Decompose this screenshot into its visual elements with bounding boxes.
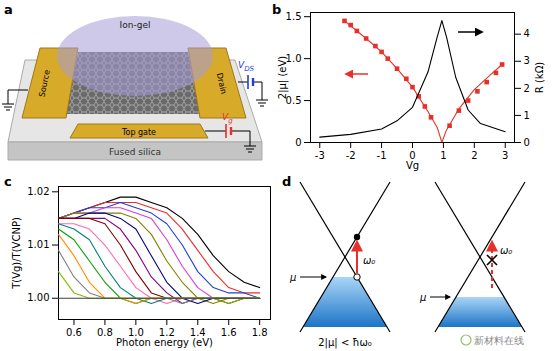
svg-text:Drain: Drain <box>215 72 228 95</box>
svg-text:1: 1 <box>524 110 530 121</box>
svg-text:1.4: 1.4 <box>189 326 206 338</box>
svg-text:R (kΩ): R (kΩ) <box>534 62 545 93</box>
svg-text:VDS: VDS <box>238 60 255 73</box>
svg-text:1.6: 1.6 <box>221 327 237 338</box>
svg-text:ω₀: ω₀ <box>500 245 512 256</box>
html-text:a: a <box>4 2 13 17</box>
svg-text:1.01: 1.01 <box>27 239 49 250</box>
svg-text:2: 2 <box>471 150 477 161</box>
svg-text:Ion-gel: Ion-gel <box>120 20 151 30</box>
svg-text:μ: μ <box>419 292 426 303</box>
svg-text:2: 2 <box>524 83 530 94</box>
svg-text:0: 0 <box>524 137 530 148</box>
svg-text:4: 4 <box>524 28 530 39</box>
svg-text:ω₀: ω₀ <box>363 255 375 266</box>
svg-text:3: 3 <box>502 150 508 161</box>
svg-text:μ: μ <box>289 272 296 283</box>
svg-text:3: 3 <box>524 55 530 66</box>
svg-text:-2: -2 <box>346 150 356 161</box>
svg-text:2|μ| < ħω₀: 2|μ| < ħω₀ <box>318 337 372 349</box>
svg-text:Photon energy (eV): Photon energy (eV) <box>116 337 213 348</box>
svg-text:新材料在线: 新材料在线 <box>474 335 524 346</box>
svg-text:0.6: 0.6 <box>66 327 82 338</box>
svg-text:-1: -1 <box>377 150 387 161</box>
svg-text:-3: -3 <box>315 150 325 161</box>
svg-text:1: 1 <box>440 150 446 161</box>
html-text:d: d <box>282 174 292 189</box>
svg-text:Fused silica: Fused silica <box>109 147 161 157</box>
svg-text:1.0: 1.0 <box>127 326 144 338</box>
svg-text:Source: Source <box>37 69 52 98</box>
svg-text:1.5: 1.5 <box>286 11 302 22</box>
svg-text:2|μ| (eV): 2|μ| (eV) <box>277 56 289 100</box>
html-text:b: b <box>272 2 282 17</box>
svg-text:Top gate: Top gate <box>121 128 156 137</box>
html-text:c: c <box>4 174 12 189</box>
svg-text:1.2: 1.2 <box>158 326 175 338</box>
svg-text:0.5: 0.5 <box>286 95 302 106</box>
svg-text:T(Vg)/T(VCNP): T(Vg)/T(VCNP) <box>11 217 22 290</box>
svg-text:1.8: 1.8 <box>252 327 268 338</box>
svg-text:1.0: 1.0 <box>286 53 302 64</box>
svg-text:1.02: 1.02 <box>27 186 49 197</box>
svg-text:0.8: 0.8 <box>97 327 113 338</box>
svg-text:1.00: 1.00 <box>27 292 49 303</box>
svg-text:Vg: Vg <box>222 112 233 125</box>
svg-text:Vg: Vg <box>406 160 419 171</box>
svg-text:0: 0 <box>409 149 416 161</box>
svg-text:0: 0 <box>295 137 301 148</box>
